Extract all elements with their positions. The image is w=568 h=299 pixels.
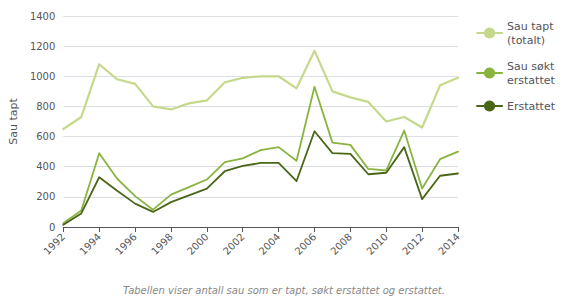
svg-text:2006: 2006 — [293, 231, 319, 257]
svg-text:2010: 2010 — [364, 231, 390, 257]
svg-text:2014: 2014 — [436, 231, 462, 257]
svg-text:600: 600 — [36, 131, 55, 142]
svg-text:2008: 2008 — [329, 231, 355, 257]
svg-text:400: 400 — [36, 161, 55, 172]
svg-text:1400: 1400 — [30, 11, 55, 22]
svg-text:1200: 1200 — [30, 41, 55, 52]
svg-text:1994: 1994 — [77, 231, 103, 257]
svg-text:1996: 1996 — [113, 231, 139, 257]
svg-text:2002: 2002 — [221, 231, 247, 257]
svg-text:Tabellen viser antall sau som: Tabellen viser antall sau som er tapt, s… — [123, 285, 445, 296]
svg-text:1992: 1992 — [41, 231, 67, 257]
svg-text:2000: 2000 — [185, 231, 211, 257]
svg-text:0: 0 — [49, 222, 55, 233]
svg-text:Erstattet: Erstattet — [507, 100, 556, 113]
svg-text:2004: 2004 — [257, 231, 283, 257]
svg-text:2012: 2012 — [400, 231, 426, 257]
svg-text:800: 800 — [36, 101, 55, 112]
svg-text:erstattet: erstattet — [507, 74, 555, 87]
svg-text:(totalt): (totalt) — [507, 34, 545, 47]
svg-text:1000: 1000 — [30, 71, 55, 82]
svg-text:Sau tapt: Sau tapt — [507, 20, 554, 33]
svg-text:Sau tapt: Sau tapt — [7, 98, 20, 145]
svg-text:1998: 1998 — [149, 231, 175, 257]
svg-text:Sau søkt: Sau søkt — [507, 60, 555, 73]
svg-text:200: 200 — [36, 191, 55, 202]
